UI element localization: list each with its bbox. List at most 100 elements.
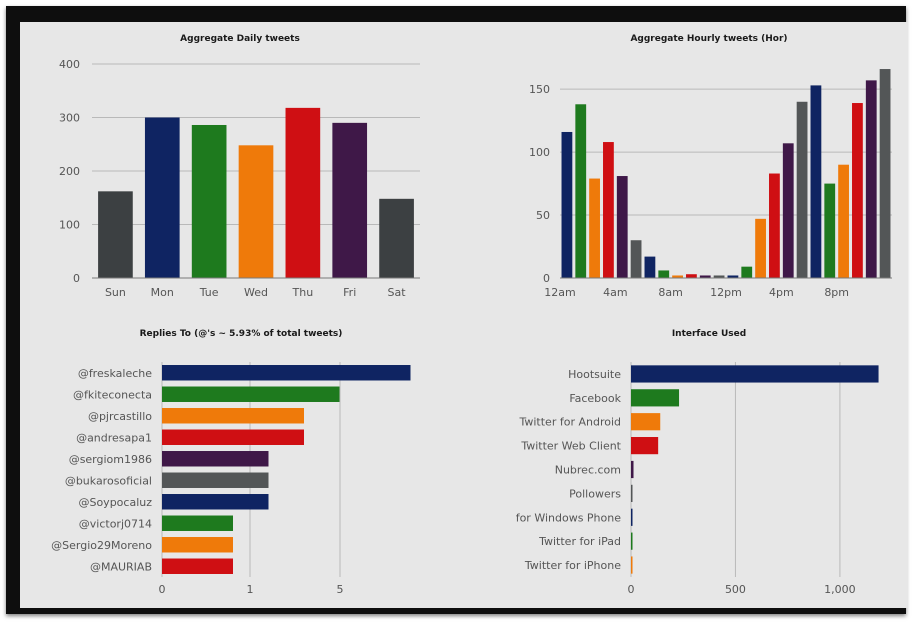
daily-y-tick-label: 200	[59, 165, 80, 178]
hourly-y-tick-label: 0	[543, 272, 550, 285]
interface-category-label: Nubrec.com	[555, 464, 621, 477]
daily-x-tick-label: Sun	[105, 286, 126, 299]
hourly-bar	[616, 176, 628, 278]
hourly-bar	[838, 164, 849, 278]
replies-category-label: @freskaleche	[78, 367, 152, 380]
interface-category-label: Hootsuite	[568, 368, 621, 381]
interface-bar	[631, 437, 659, 455]
daily-bar	[379, 198, 414, 278]
daily-bar	[332, 122, 368, 278]
hourly-bar	[630, 240, 642, 278]
interface-x-tick-label: 0	[628, 583, 635, 596]
hourly-y-tick-label: 100	[529, 146, 550, 159]
hourly-bar	[713, 275, 725, 278]
hourly-bar	[699, 275, 711, 278]
replies-bar	[162, 537, 233, 553]
hourly-bar	[810, 85, 822, 279]
interface-chart-title: Interface Used	[672, 329, 746, 339]
replies-bar	[162, 472, 269, 488]
daily-y-tick-label: 300	[59, 112, 80, 125]
interface-bar	[631, 413, 661, 431]
hourly-bar	[589, 178, 600, 278]
replies-x-tick-label: 1	[247, 583, 254, 596]
interface-category-label: Pollowers	[569, 487, 621, 500]
replies-bar	[162, 515, 233, 531]
replies-category-label: @Sergio29Moreno	[51, 539, 152, 552]
hourly-bar	[865, 80, 877, 278]
hourly-bar	[852, 103, 863, 278]
hourly-x-tick-label: 12am	[544, 286, 575, 299]
replies-chart-title: Replies To (@'s ~ 5.93% of total tweets)	[140, 329, 343, 339]
daily-y-tick-label: 100	[59, 219, 80, 232]
hourly-bar	[741, 266, 753, 278]
hourly-x-tick-label: 4pm	[769, 286, 794, 299]
hourly-bar	[575, 104, 587, 279]
daily-bar	[98, 191, 133, 278]
hourly-bar	[672, 275, 683, 278]
interface-bar	[631, 389, 680, 407]
replies-x-tick-label: 5	[337, 583, 344, 596]
daily-chart-title: Aggregate Daily tweets	[180, 34, 300, 44]
replies-bar	[162, 429, 304, 445]
hourly-bar	[769, 173, 780, 278]
interface-bar	[631, 556, 633, 574]
hourly-y-tick-label: 150	[529, 83, 550, 96]
replies-bar	[162, 365, 411, 381]
hourly-bar	[796, 101, 808, 278]
daily-bar	[285, 107, 321, 279]
daily-x-tick-label: Tue	[199, 286, 219, 299]
interface-category-label: Twitter for iPad	[538, 535, 621, 548]
replies-category-label: @bukarosoficial	[65, 474, 152, 487]
replies-category-label: @Soypocaluz	[78, 496, 152, 509]
interface-category-label: Twitter Web Client	[520, 440, 621, 453]
interface-category-label: Facebook	[569, 392, 621, 405]
replies-category-label: @sergiom1986	[69, 453, 152, 466]
replies-category-label: @MAURIAB	[90, 560, 152, 573]
daily-x-tick-label: Fri	[343, 286, 356, 299]
hourly-bar	[879, 69, 891, 278]
replies-x-tick-label: 0	[159, 583, 166, 596]
interface-bar	[631, 532, 633, 550]
replies-bar	[162, 558, 233, 574]
hourly-x-tick-label: 12pm	[710, 286, 742, 299]
hourly-bar	[686, 274, 697, 278]
interface-bar	[631, 365, 879, 383]
replies-bar	[162, 386, 340, 402]
replies-bar	[162, 408, 304, 424]
hourly-x-tick-label: 8am	[658, 286, 682, 299]
daily-y-tick-label: 0	[73, 272, 80, 285]
hourly-bar	[561, 131, 573, 278]
daily-x-tick-label: Mon	[151, 286, 174, 299]
daily-bar	[238, 145, 274, 278]
hourly-bar	[644, 256, 656, 278]
interface-bar	[631, 484, 633, 502]
replies-bar	[162, 451, 269, 467]
daily-x-tick-label: Thu	[292, 286, 314, 299]
hourly-bar	[782, 143, 794, 278]
hourly-x-tick-label: 4am	[603, 286, 627, 299]
interface-x-tick-label: 1,000	[824, 583, 856, 596]
hourly-x-tick-label: 8pm	[824, 286, 849, 299]
daily-bar	[144, 117, 180, 278]
replies-category-label: @andresapa1	[76, 431, 152, 444]
interface-category-label: Twitter for iPhone	[524, 559, 621, 572]
interface-category-label: Twitter for Android	[518, 416, 621, 429]
replies-category-label: @pjrcastillo	[88, 410, 152, 423]
interface-bar	[631, 508, 633, 526]
daily-x-tick-label: Sat	[388, 286, 407, 299]
hourly-bar	[824, 183, 836, 278]
hourly-bar	[727, 275, 739, 278]
interface-x-tick-label: 500	[725, 583, 746, 596]
interface-bar	[631, 460, 634, 479]
hourly-bar	[755, 218, 766, 278]
daily-x-tick-label: Wed	[244, 286, 268, 299]
daily-bar	[191, 124, 227, 279]
hourly-bar	[658, 270, 670, 278]
daily-y-tick-label: 400	[59, 58, 80, 71]
replies-category-label: @fkiteconecta	[73, 388, 152, 401]
replies-bar	[162, 494, 269, 510]
replies-category-label: @victorj0714	[79, 517, 152, 530]
hourly-y-tick-label: 50	[536, 209, 550, 222]
hourly-bar	[603, 142, 614, 278]
